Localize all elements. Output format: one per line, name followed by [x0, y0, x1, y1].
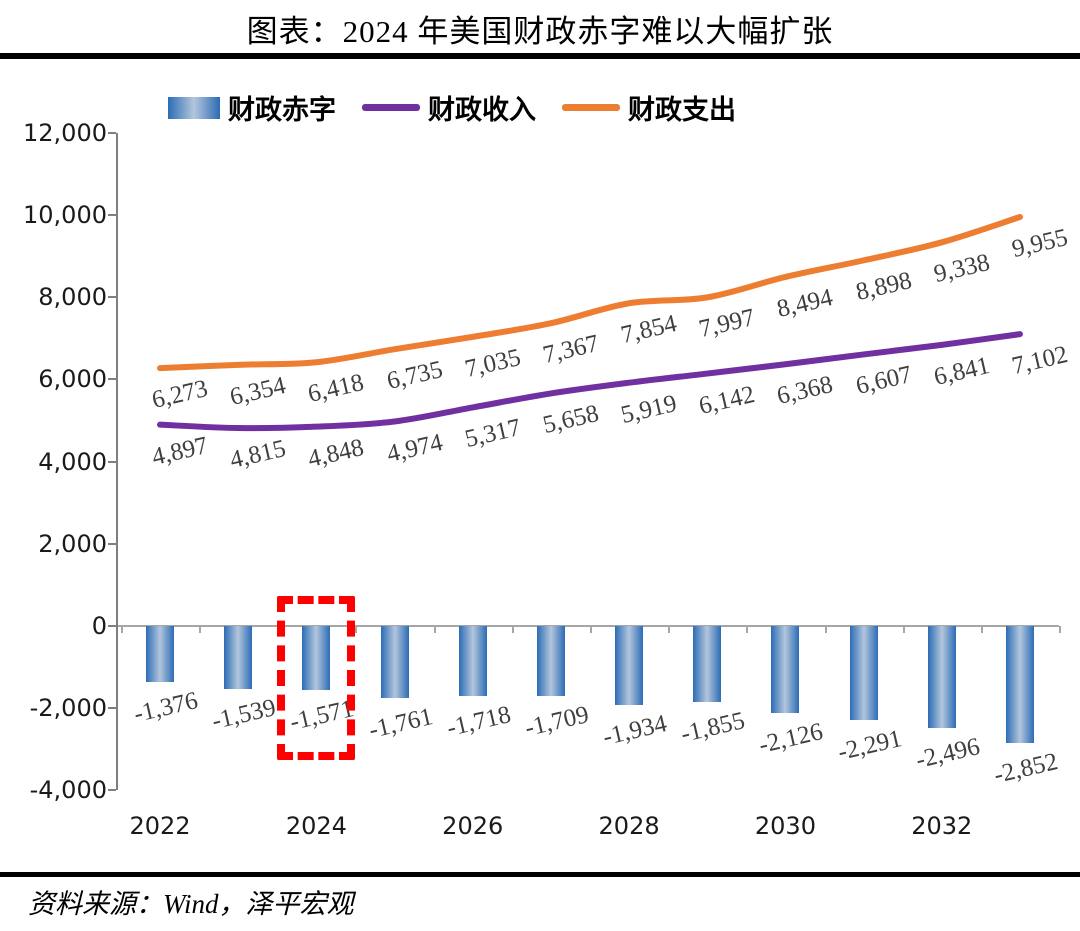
deficit-bar: [849, 625, 878, 720]
legend-label-expenditure: 财政支出: [628, 95, 736, 125]
x-tick: [120, 625, 123, 633]
x-axis-label: 2022: [129, 812, 191, 840]
deficit-bar: [380, 625, 409, 699]
y-tick: [108, 132, 116, 134]
bottom-divider: [0, 872, 1080, 877]
deficit-bar: [146, 625, 174, 683]
y-axis-label: -2,000: [29, 693, 107, 722]
deficit-bar: [927, 625, 956, 729]
y-tick: [108, 542, 116, 545]
x-tick: [668, 625, 671, 633]
x-tick: [355, 625, 358, 633]
y-tick: [108, 460, 116, 463]
highlight-box: [277, 596, 356, 760]
x-tick: [199, 625, 202, 633]
y-axis-label: 8,000: [38, 283, 107, 312]
legend: 财政赤字 财政收入 财政支出: [168, 88, 736, 127]
y-axis-label: 0: [91, 611, 107, 640]
source-note: 资料来源：Wind，泽平宏观: [28, 889, 354, 919]
chart-title: 图表：2024 年美国财政赤字难以大幅扩张: [246, 14, 834, 49]
deficit-bar: [224, 625, 253, 689]
legend-item-deficit: 财政赤字: [168, 88, 336, 127]
y-axis-label: 12,000: [23, 119, 107, 147]
revenue-line-swatch-icon: [362, 104, 420, 111]
y-tick: [108, 378, 116, 381]
top-divider: [0, 53, 1080, 59]
y-tick: [108, 296, 116, 299]
y-axis-line: [116, 133, 118, 790]
deficit-bar: [771, 625, 800, 714]
x-axis-label: 2026: [442, 812, 504, 840]
deficit-bar: [1005, 625, 1034, 743]
x-tick: [589, 625, 592, 633]
y-axis-label: 2,000: [38, 529, 107, 558]
x-axis-label: 2024: [285, 812, 347, 840]
deficit-bar: [615, 625, 644, 706]
x-tick: [1059, 625, 1062, 633]
deficit-bar: [536, 625, 565, 696]
y-axis-label: 6,000: [38, 365, 107, 394]
y-tick: [108, 214, 116, 217]
legend-label-revenue: 财政收入: [428, 95, 536, 125]
x-tick: [980, 625, 983, 633]
y-axis-label: 10,000: [23, 201, 107, 230]
legend-item-expenditure: 财政支出: [562, 88, 736, 127]
x-tick: [746, 625, 749, 633]
revenue-line-value-label: 7,102: [1009, 341, 1071, 381]
legend-label-deficit: 财政赤字: [228, 95, 336, 125]
deficit-bar: [302, 625, 331, 691]
x-tick: [824, 625, 827, 633]
deficit-bar: [693, 625, 722, 702]
x-tick: [433, 625, 436, 633]
deficit-bar-swatch-icon: [168, 96, 220, 119]
x-axis-label: 2032: [911, 812, 973, 840]
expenditure-line-swatch-icon: [562, 104, 620, 111]
y-tick: [108, 624, 116, 627]
x-axis-label: 2030: [754, 812, 816, 840]
y-tick: [108, 789, 116, 791]
x-axis-label: 2028: [598, 812, 660, 840]
zero-line: [118, 624, 1059, 627]
x-tick: [902, 625, 905, 633]
y-axis-label: -4,000: [29, 776, 107, 804]
legend-item-revenue: 财政收入: [362, 88, 536, 127]
deficit-bar: [458, 625, 487, 697]
y-axis-label: 4,000: [38, 447, 107, 476]
x-tick: [511, 625, 514, 633]
y-tick: [108, 706, 116, 709]
